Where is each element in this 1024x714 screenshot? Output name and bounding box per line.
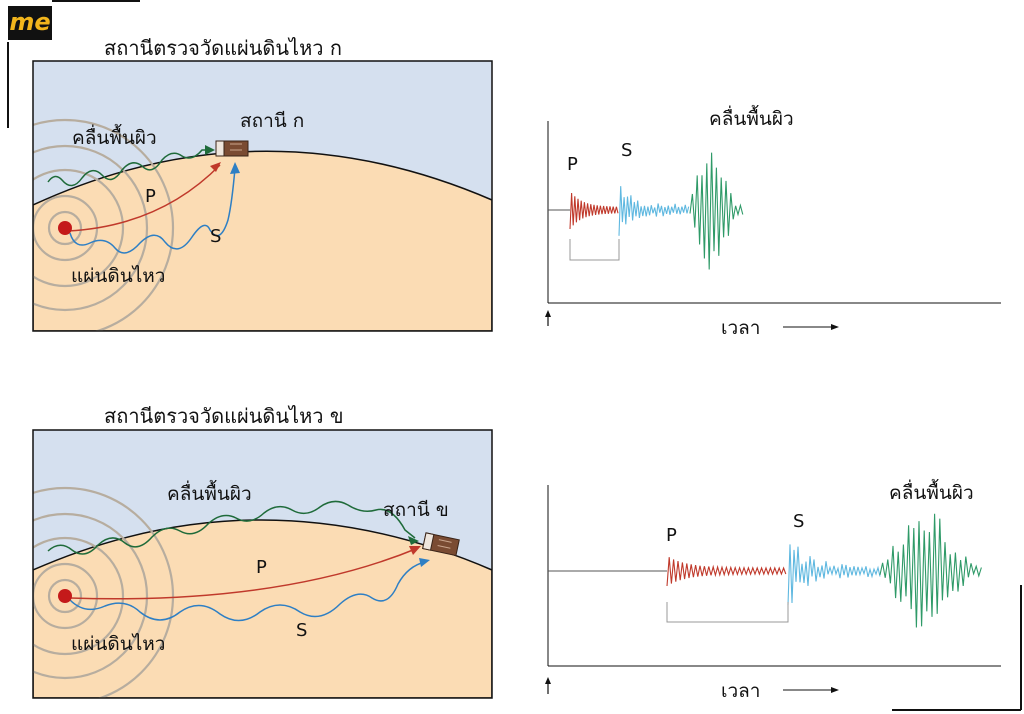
p-wave-label: P [256,557,267,578]
panel-a-title: สถานีตรวจวัดแผ่นดินไหว ก [104,36,342,60]
graph-a-p-label: P [567,154,578,175]
surface-wave-path [47,149,212,187]
graph-b-p-label: P [666,525,677,546]
s-wave-label: S [210,226,222,247]
station-b-label: สถานี ข [383,499,449,521]
graph-b-time-label: เวลา [721,680,761,702]
graph-b-surface-label: คลื่นพื้นผิว [889,482,974,504]
s-wave-trace [787,544,881,605]
p-wave-trace [569,192,619,230]
station-a-label: สถานี ก [240,110,305,132]
trace-b [666,513,982,628]
earth-ground [33,519,492,698]
ps-interval-bracket [569,239,620,261]
graph-a-surface-label: คลื่นพื้นผิว [709,108,794,130]
p-wave-arrowhead [210,162,221,172]
graph-b-s-label: S [793,511,805,532]
s-wave-trace [618,186,690,236]
s-wave-arrowhead [230,162,240,174]
p-wave-path [67,164,221,232]
quake-label: แผ่นดินไหว [71,633,166,655]
p-wave-label: P [145,186,156,207]
surface-wave-arrowhead [205,145,215,155]
s-wave-path [69,561,426,622]
station-b [422,532,460,557]
graph-a-time-label: เวลา [721,317,761,339]
surface-wave-trace [689,152,744,270]
earth-ground [33,150,492,331]
s-wave-path [69,167,236,254]
logo: me [8,6,52,40]
s-wave-arrowhead [419,558,430,567]
epicenter-dot [58,221,72,235]
p-wave-path [69,547,419,600]
quake-rings [33,486,175,698]
epicenter-dot [58,589,72,603]
p-wave-trace [666,557,787,587]
station-a [215,140,249,157]
panel-b-title: สถานีตรวจวัดแผ่นดินไหว ข [104,404,344,428]
surface-wave-path [47,500,416,555]
surface-wave-label: คลื่นพื้นผิว [167,483,252,505]
ps-interval-bracket [666,602,789,623]
p-wave-arrowhead [409,546,421,555]
trace-a [569,152,744,270]
surface-wave-label: คลื่นพื้นผิว [72,127,157,149]
s-wave-label: S [296,620,308,641]
surface-wave-trace [879,513,982,628]
surface-wave-arrowhead [408,536,419,545]
quake-label: แผ่นดินไหว [71,265,166,287]
graph-a-s-label: S [621,140,633,161]
